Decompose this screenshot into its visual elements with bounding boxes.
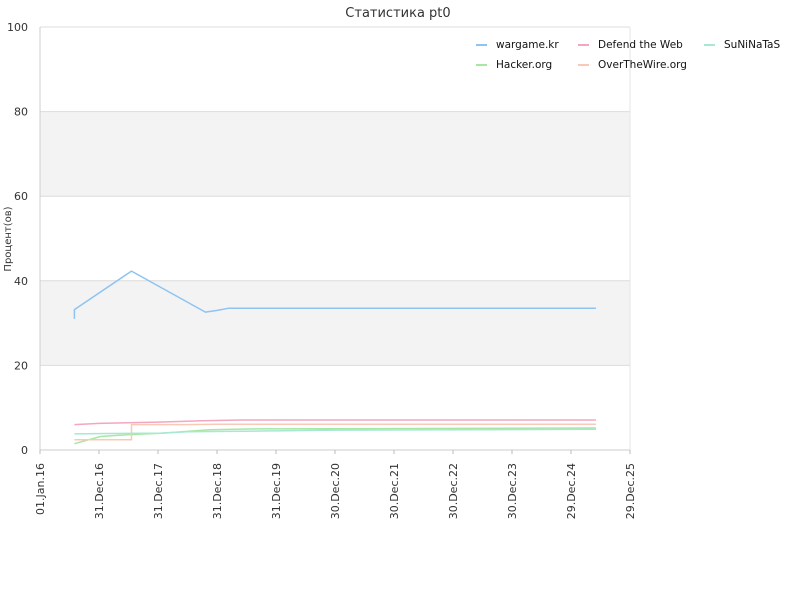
x-tick-label: 30.Dec.23: [506, 463, 519, 519]
x-tick-label: 29.Dec.24: [565, 463, 578, 519]
y-tick-label: 20: [14, 359, 28, 372]
series-line-defend-the-web: [74, 419, 596, 426]
legend: wargame.kr Hacker.org Defend the Web OverTh…: [476, 39, 780, 71]
x-tick-label: 01.Jan.16: [34, 463, 47, 515]
background-bands: [40, 111, 630, 366]
x-tick-label: 31.Dec.17: [152, 463, 165, 519]
background-band: [40, 280, 630, 366]
legend-label-wargame-kr: wargame.kr: [496, 39, 559, 51]
series-line-suninatas: [74, 428, 596, 435]
y-tick-label: 100: [7, 21, 28, 34]
y-tick-label: 80: [14, 106, 28, 119]
series-line-wargame-kr: [73, 270, 596, 319]
legend-label-suninatas: SuNiNaTaS: [724, 39, 780, 51]
axes: [39, 27, 631, 451]
x-tick-label: 30.Dec.20: [329, 463, 342, 519]
legend-label-defend-the-web: Defend the Web: [598, 39, 683, 51]
gridlines: [40, 26, 630, 366]
y-axis-title: Процент(ов): [3, 206, 14, 271]
legend-label-overthewire-org: OverTheWire.org: [598, 59, 687, 71]
legend-label-hacker-org: Hacker.org: [496, 59, 552, 71]
x-tick-label: 29.Dec.25: [624, 463, 637, 519]
chart-title: Статистика pt0: [345, 6, 450, 21]
y-tick-label: 40: [14, 275, 28, 288]
series-line-overthewire-org: [74, 423, 596, 441]
x-tick-label: 30.Dec.22: [447, 463, 460, 519]
x-tick-label: 31.Dec.16: [93, 463, 106, 519]
series-lines: [73, 270, 596, 445]
tick-labels: 0 20 40 60 80 100 01.Jan.16 31.Dec.16 31.Dec.17 3…: [7, 21, 637, 519]
x-tick-label: 30.Dec.21: [388, 463, 401, 519]
y-tick-label: 60: [14, 190, 28, 203]
background-band: [40, 111, 630, 197]
y-tick-label: 0: [21, 444, 28, 457]
x-tick-label: 31.Dec.19: [270, 463, 283, 519]
x-tick-label: 31.Dec.18: [211, 463, 224, 519]
